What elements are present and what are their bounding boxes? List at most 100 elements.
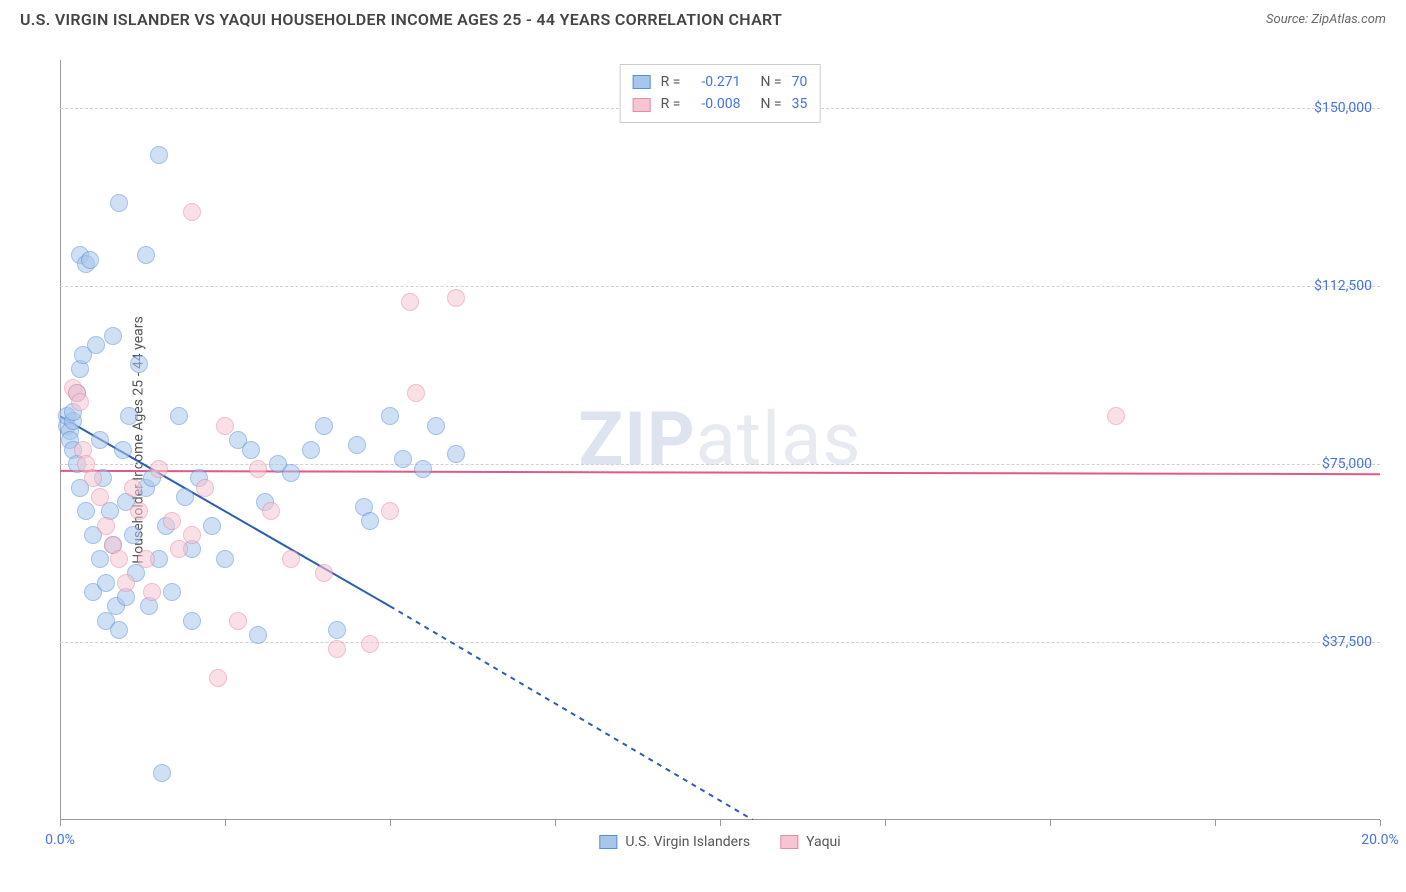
data-point [447, 445, 465, 463]
x-tick-label: 20.0% [1361, 832, 1399, 848]
data-point [163, 512, 181, 530]
data-point [170, 407, 188, 425]
legend-swatch-bottom-1 [599, 835, 617, 849]
legend-swatch-1 [633, 75, 651, 89]
legend-label-2: Yaqui [806, 834, 841, 850]
data-point [414, 460, 432, 478]
legend-row-series2: R = -0.008 N = 35 [633, 93, 808, 115]
trend-lines [60, 60, 1380, 820]
data-point [87, 336, 105, 354]
data-point [216, 417, 234, 435]
legend-swatch-bottom-2 [780, 835, 798, 849]
data-point [1107, 407, 1125, 425]
data-point [209, 669, 227, 687]
legend-R-label: R = [661, 93, 681, 115]
legend-swatch-2 [633, 98, 651, 112]
chart-title: U.S. VIRGIN ISLANDER VS YAQUI HOUSEHOLDE… [20, 10, 782, 29]
data-point [242, 441, 260, 459]
data-point [381, 407, 399, 425]
data-point [196, 479, 214, 497]
data-point [381, 502, 399, 520]
data-point [447, 289, 465, 307]
data-point [394, 450, 412, 468]
data-point [143, 583, 161, 601]
watermark: ZIPatlas [578, 397, 861, 484]
x-tick [555, 820, 556, 826]
data-point [302, 441, 320, 459]
data-point [315, 564, 333, 582]
gridline [60, 286, 1380, 287]
y-tick-label: $75,000 [1322, 456, 1372, 472]
legend-row-series1: R = -0.271 N = 70 [633, 71, 808, 93]
data-point [183, 526, 201, 544]
data-point [117, 574, 135, 592]
y-tick-label: $112,500 [1314, 278, 1372, 294]
data-point [282, 464, 300, 482]
legend-R-label: R = [661, 71, 681, 93]
data-point [124, 526, 142, 544]
legend-N-value-2: 35 [792, 93, 808, 115]
data-point [91, 431, 109, 449]
data-point [130, 355, 148, 373]
data-point [401, 293, 419, 311]
legend-R-value-1: -0.271 [690, 71, 740, 93]
data-point [110, 550, 128, 568]
data-point [114, 441, 132, 459]
y-tick-label: $150,000 [1314, 100, 1372, 116]
data-point [183, 612, 201, 630]
data-point [348, 436, 366, 454]
data-point [407, 384, 425, 402]
legend-item-2: Yaqui [780, 834, 841, 850]
data-point [71, 393, 89, 411]
data-point [249, 460, 267, 478]
x-tick [225, 820, 226, 826]
data-point [150, 460, 168, 478]
data-point [170, 540, 188, 558]
data-point [328, 621, 346, 639]
x-tick [1215, 820, 1216, 826]
legend-label-1: U.S. Virgin Islanders [625, 834, 750, 850]
data-point [110, 621, 128, 639]
watermark-bold: ZIP [578, 397, 695, 484]
legend-N-label: N = [760, 71, 781, 93]
legend-series: U.S. Virgin Islanders Yaqui [599, 834, 840, 850]
data-point [163, 583, 181, 601]
data-point [97, 517, 115, 535]
data-point [361, 635, 379, 653]
x-tick [60, 820, 61, 826]
y-tick-label: $37,500 [1322, 634, 1372, 650]
source-label: Source: ZipAtlas.com [1266, 12, 1386, 27]
data-point [110, 194, 128, 212]
data-point [91, 488, 109, 506]
data-point [84, 469, 102, 487]
x-tick-label: 0.0% [45, 832, 75, 848]
data-point [262, 502, 280, 520]
data-point [77, 502, 95, 520]
data-point [150, 146, 168, 164]
data-point [203, 517, 221, 535]
x-tick [885, 820, 886, 826]
data-point [130, 502, 148, 520]
x-tick [1380, 820, 1381, 826]
legend-R-value-2: -0.008 [690, 93, 740, 115]
data-point [120, 407, 138, 425]
legend-correlation: R = -0.271 N = 70 R = -0.008 N = 35 [620, 64, 821, 123]
data-point [153, 764, 171, 782]
data-point [427, 417, 445, 435]
data-point [183, 203, 201, 221]
data-point [216, 550, 234, 568]
legend-item-1: U.S. Virgin Islanders [599, 834, 750, 850]
data-point [104, 327, 122, 345]
data-point [91, 550, 109, 568]
data-point [249, 626, 267, 644]
watermark-light: atlas [696, 397, 862, 484]
x-tick [390, 820, 391, 826]
data-point [137, 246, 155, 264]
chart-area: Householder Income Ages 25 - 44 years ZI… [60, 60, 1380, 820]
data-point [97, 574, 115, 592]
data-point [124, 479, 142, 497]
data-point [328, 640, 346, 658]
data-point [176, 488, 194, 506]
data-point [81, 251, 99, 269]
data-point [229, 612, 247, 630]
